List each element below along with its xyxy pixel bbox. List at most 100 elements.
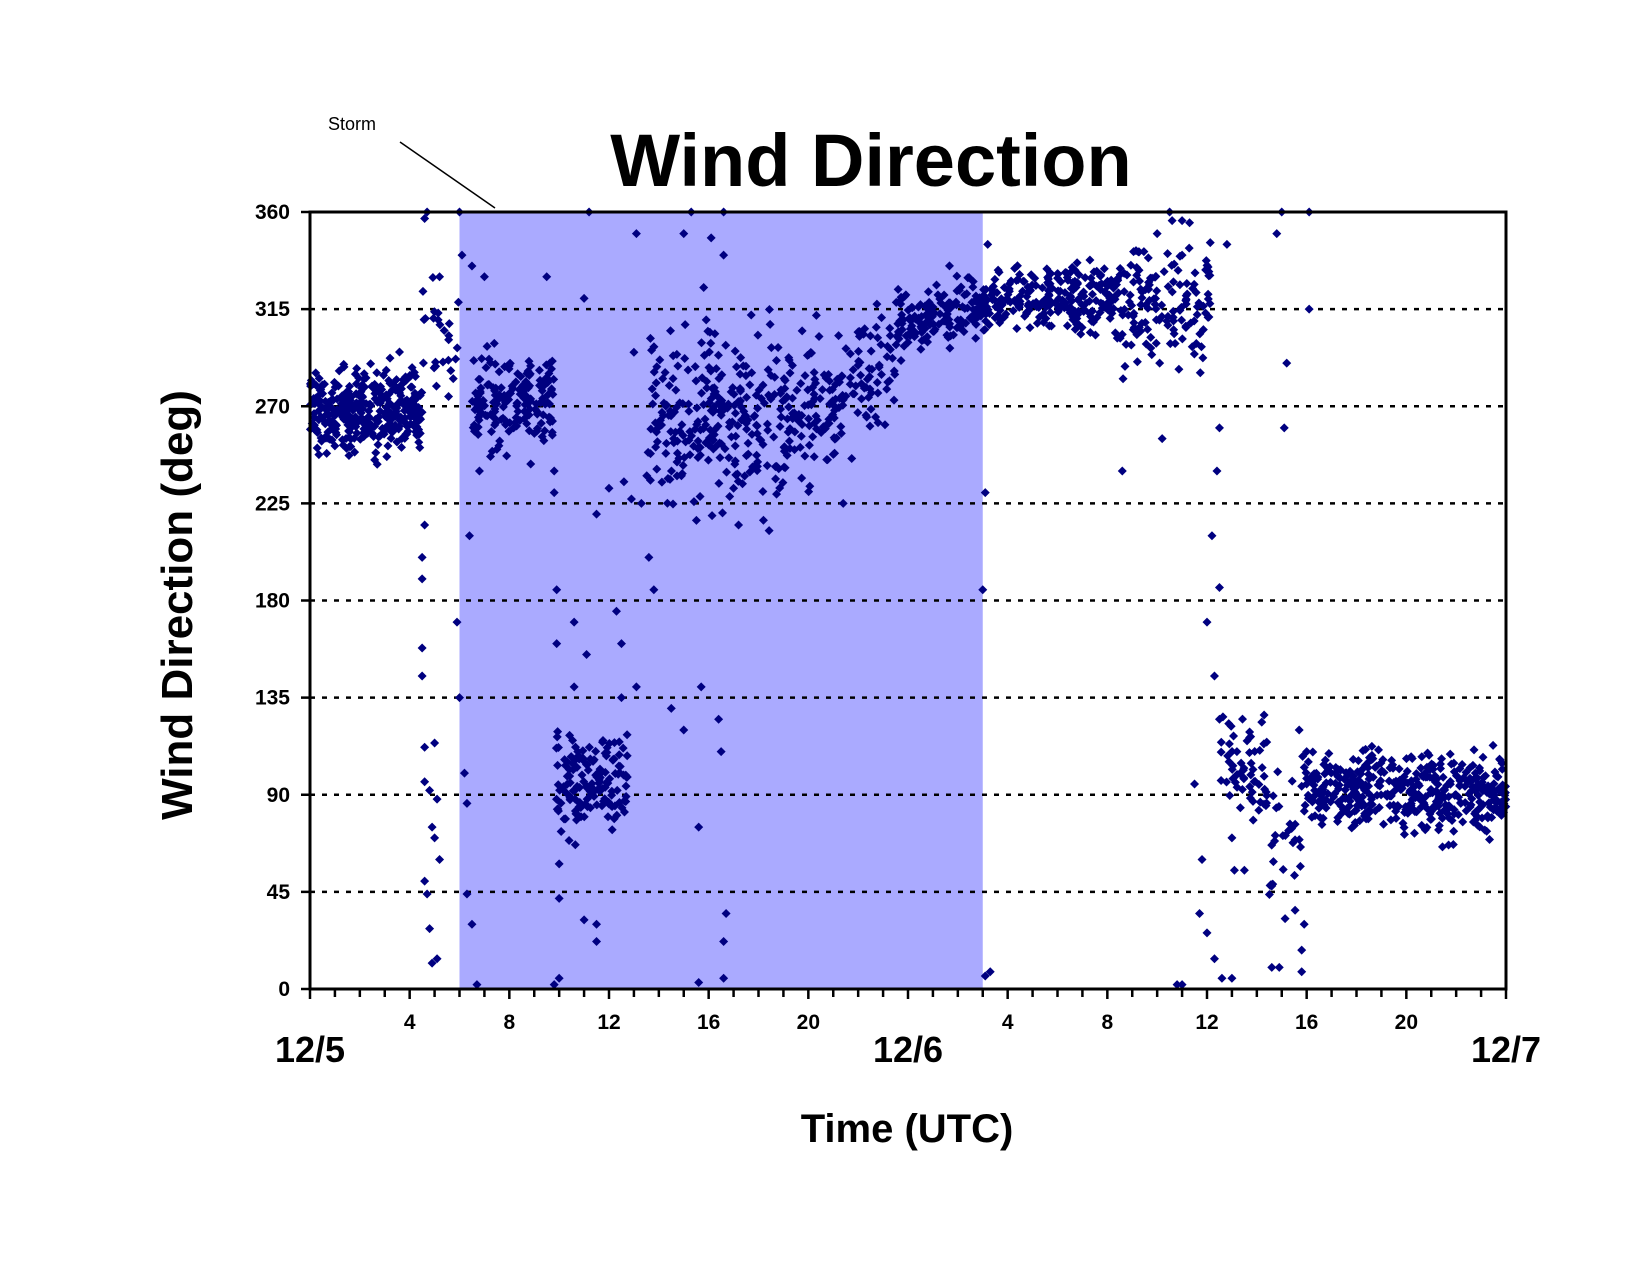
data-point — [743, 449, 753, 459]
data-point — [1185, 218, 1195, 228]
data-point — [1363, 814, 1373, 824]
data-point — [1132, 357, 1142, 367]
data-point — [327, 388, 337, 398]
data-point — [1295, 861, 1305, 871]
data-point — [797, 326, 807, 336]
data-point — [1412, 807, 1422, 817]
data-point — [711, 364, 721, 374]
data-point — [1479, 772, 1489, 782]
data-point — [1227, 973, 1237, 983]
data-point — [1119, 287, 1129, 297]
data-point — [1177, 216, 1187, 226]
data-point — [1414, 781, 1424, 791]
data-point — [854, 356, 864, 366]
data-point — [1445, 776, 1455, 786]
data-point — [827, 385, 837, 395]
data-point — [871, 412, 881, 422]
data-point — [425, 785, 435, 795]
data-point — [922, 332, 932, 342]
data-point — [1023, 301, 1033, 311]
data-point — [905, 313, 915, 323]
data-point — [457, 250, 467, 260]
data-point — [905, 324, 915, 334]
data-point — [792, 385, 802, 395]
data-point — [706, 338, 716, 348]
data-point — [1282, 358, 1292, 368]
data-point — [1066, 283, 1076, 293]
data-point — [553, 742, 563, 752]
data-point — [779, 374, 789, 384]
data-point — [540, 426, 550, 436]
data-point — [655, 415, 665, 425]
data-point — [1248, 815, 1258, 825]
data-point — [980, 488, 990, 498]
data-point — [1485, 835, 1495, 845]
data-point — [364, 400, 374, 410]
data-point — [696, 682, 706, 692]
data-point — [776, 404, 786, 414]
data-point — [1455, 780, 1465, 790]
data-point — [410, 371, 420, 381]
data-point — [1101, 289, 1111, 299]
data-point — [1087, 306, 1097, 316]
data-point — [1405, 787, 1415, 797]
data-point — [694, 978, 704, 988]
data-point — [519, 393, 529, 403]
data-point — [513, 369, 523, 379]
data-point — [753, 403, 763, 413]
data-point — [614, 750, 624, 760]
data-point — [671, 385, 681, 395]
date-label: 12/5 — [275, 1029, 345, 1070]
data-point — [945, 343, 955, 353]
data-point — [754, 385, 764, 395]
data-point — [731, 431, 741, 441]
data-point — [907, 302, 917, 312]
data-point — [1159, 267, 1169, 277]
data-point — [776, 412, 786, 422]
data-point — [326, 395, 336, 405]
data-point — [756, 435, 766, 445]
data-point — [1347, 823, 1357, 833]
data-point — [802, 350, 812, 360]
data-point — [864, 364, 874, 374]
data-point — [314, 373, 324, 383]
data-point — [1129, 277, 1139, 287]
data-point — [893, 284, 903, 294]
data-point — [873, 333, 883, 343]
data-point — [1039, 308, 1049, 318]
data-point — [708, 444, 718, 454]
data-point — [344, 411, 354, 421]
data-point — [681, 437, 691, 447]
data-point — [847, 453, 857, 463]
data-point — [490, 404, 500, 414]
data-point — [987, 284, 997, 294]
data-point — [971, 291, 981, 301]
data-point — [1449, 826, 1459, 836]
data-point — [1308, 774, 1318, 784]
data-point — [1136, 326, 1146, 336]
data-point — [1469, 745, 1479, 755]
data-point — [359, 369, 369, 379]
data-point — [444, 335, 454, 345]
data-point — [526, 394, 536, 404]
data-point — [1287, 776, 1297, 786]
data-point — [684, 406, 694, 416]
data-point — [1301, 768, 1311, 778]
data-point — [534, 365, 544, 375]
data-point — [1467, 794, 1477, 804]
data-point — [1129, 323, 1139, 333]
data-point — [1247, 787, 1257, 797]
data-point — [629, 347, 639, 357]
data-point — [1399, 822, 1409, 832]
data-point — [603, 812, 613, 822]
data-point — [1367, 755, 1377, 765]
data-point — [707, 511, 717, 521]
data-point — [579, 915, 589, 925]
data-point — [1264, 890, 1274, 900]
data-point — [1367, 799, 1377, 809]
data-point — [431, 381, 441, 391]
data-point — [737, 479, 747, 489]
data-point — [541, 360, 551, 370]
data-point — [1126, 340, 1136, 350]
data-point — [1018, 286, 1028, 296]
